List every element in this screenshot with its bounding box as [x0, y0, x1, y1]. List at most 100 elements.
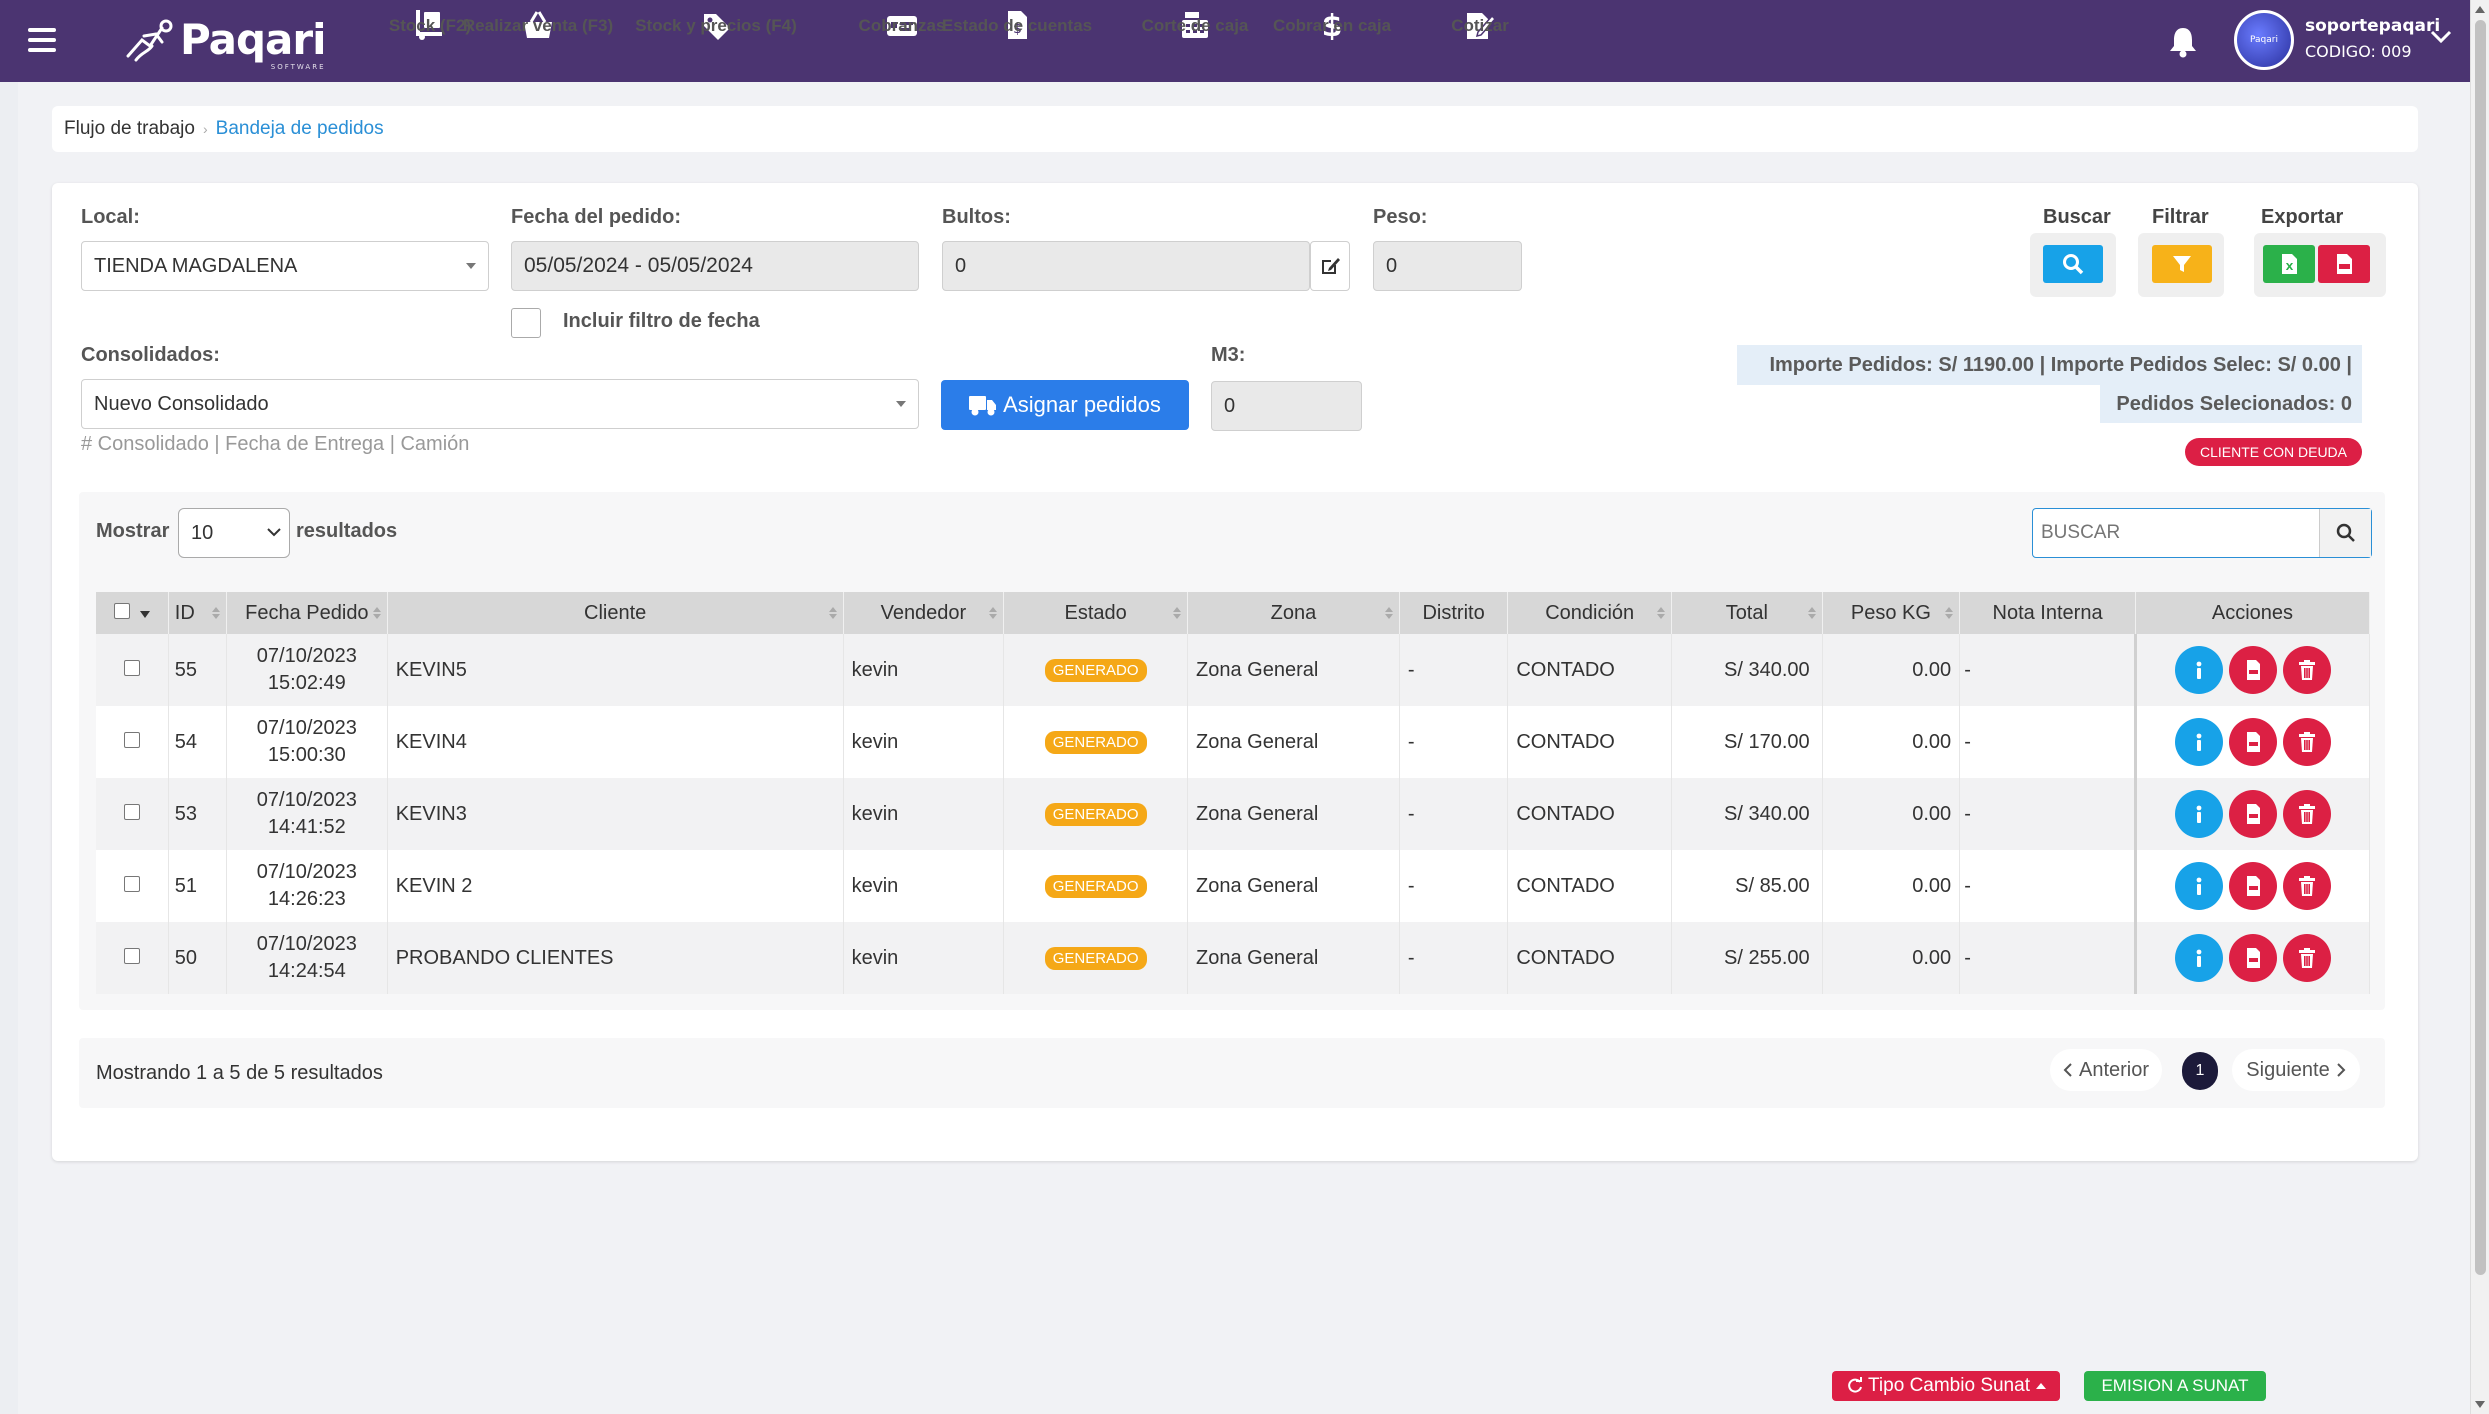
- table-row[interactable]: 51 07/10/2023 14:26:23 KEVIN 2 kevin GENERADO…: [96, 850, 2371, 922]
- nav-estado-cuentas[interactable]: $ Estado de cuentas: [942, 10, 1092, 72]
- pdf-button[interactable]: [2228, 790, 2277, 838]
- pdf-button[interactable]: [2228, 646, 2277, 694]
- brand-logo[interactable]: Paqari SOFTWARE: [122, 12, 327, 71]
- nav-corte-caja[interactable]: Corte de caja: [1142, 10, 1248, 72]
- cell-vendedor: kevin: [843, 634, 1005, 706]
- header-nota[interactable]: Nota Interna: [1959, 592, 2136, 634]
- local-select[interactable]: TIENDA MAGDALENA: [81, 241, 489, 291]
- pdf-icon: [2246, 660, 2260, 680]
- nav-stock-precios[interactable]: Stock y precios (F4): [635, 10, 797, 72]
- chevron-down-icon: [267, 528, 281, 537]
- nav-cobranzas[interactable]: Cobranzas: [859, 10, 945, 72]
- header-vendedor[interactable]: Vendedor: [843, 592, 1005, 634]
- header-distrito[interactable]: Distrito: [1399, 592, 1509, 634]
- m3-input[interactable]: 0: [1211, 381, 1362, 431]
- delete-button[interactable]: [2282, 934, 2331, 982]
- buscar-button[interactable]: [2043, 245, 2103, 283]
- caret-down-icon[interactable]: [139, 610, 150, 619]
- consolidados-select[interactable]: Nuevo Consolidado: [81, 379, 919, 429]
- row-checkbox[interactable]: [123, 659, 140, 676]
- bultos-input[interactable]: 0: [942, 241, 1310, 291]
- chevron-down-icon[interactable]: [2430, 30, 2452, 44]
- incluir-fecha-checkbox[interactable]: [511, 308, 541, 338]
- bell-icon[interactable]: [2168, 26, 2198, 58]
- row-checkbox[interactable]: [123, 803, 140, 820]
- page-1-button[interactable]: 1: [2182, 1052, 2218, 1090]
- header-condicion[interactable]: Condición: [1507, 592, 1672, 634]
- edit-doc-icon: [1467, 13, 1496, 39]
- info-button[interactable]: [2174, 790, 2223, 838]
- search-input[interactable]: [2033, 509, 2318, 557]
- table-row[interactable]: 50 07/10/2023 14:24:54 PROBANDO CLIENTES kev…: [96, 922, 2371, 994]
- pdf-button[interactable]: [2228, 934, 2277, 982]
- tipo-cambio-sunat-button[interactable]: Tipo Cambio Sunat: [1832, 1371, 2060, 1401]
- nav-realizar-venta[interactable]: Realizar venta (F3): [463, 10, 613, 72]
- next-page-button[interactable]: Siguiente: [2232, 1049, 2360, 1091]
- header-fecha[interactable]: Fecha Pedido: [226, 592, 388, 634]
- vertical-scrollbar[interactable]: [2470, 0, 2489, 1414]
- select-all-checkbox[interactable]: [114, 602, 131, 619]
- scroll-down-icon[interactable]: [2475, 1401, 2485, 1408]
- row-checkbox[interactable]: [123, 875, 140, 892]
- scroll-up-icon[interactable]: [2475, 6, 2485, 13]
- header-id[interactable]: ID: [168, 592, 228, 634]
- emision-sunat-button[interactable]: EMISION A SUNAT: [2084, 1371, 2266, 1401]
- info-button[interactable]: [2174, 718, 2223, 766]
- table-row[interactable]: 55 07/10/2023 15:02:49 KEVIN5 kevin GENERADO Z…: [96, 634, 2371, 706]
- info-button[interactable]: [2174, 862, 2223, 910]
- user-name[interactable]: soportepaqari: [2305, 16, 2441, 36]
- table-row[interactable]: 53 07/10/2023 14:41:52 KEVIN3 kevin GENERADO Z…: [96, 778, 2371, 850]
- paqari-logo-icon: [126, 19, 173, 62]
- filtrar-button[interactable]: [2152, 245, 2212, 283]
- info-button[interactable]: [2174, 934, 2223, 982]
- nav-cobrar-caja[interactable]: $ Cobrar en caja: [1273, 10, 1391, 72]
- row-checkbox-cell[interactable]: [96, 850, 169, 922]
- row-checkbox-cell[interactable]: [96, 706, 169, 778]
- row-checkbox[interactable]: [123, 731, 140, 748]
- cell-peso: 0.00: [1822, 850, 1961, 922]
- header-cliente[interactable]: Cliente: [387, 592, 844, 634]
- pdf-button[interactable]: [2228, 862, 2277, 910]
- asignar-pedidos-button[interactable]: Asignar pedidos: [941, 380, 1189, 430]
- info-button[interactable]: [2174, 646, 2223, 694]
- row-checkbox-cell[interactable]: [96, 922, 169, 994]
- cell-acciones: [2135, 778, 2371, 850]
- scroll-thumb[interactable]: [2475, 20, 2486, 1275]
- row-checkbox-cell[interactable]: [96, 634, 169, 706]
- breadcrumb-bandeja[interactable]: Bandeja de pedidos: [215, 118, 384, 139]
- export-pdf-button[interactable]: [2318, 245, 2370, 283]
- delete-button[interactable]: [2282, 718, 2331, 766]
- table-header-row: ID Fecha Pedido Cliente Vendedor Estado …: [96, 592, 2371, 634]
- consolidados-label: Consolidados:: [81, 344, 220, 366]
- cell-id: 51: [168, 850, 228, 922]
- row-checkbox-cell[interactable]: [96, 778, 169, 850]
- breadcrumb-flujo[interactable]: Flujo de trabajo: [64, 118, 195, 139]
- prev-page-button[interactable]: Anterior: [2050, 1049, 2162, 1091]
- header-zona[interactable]: Zona: [1187, 592, 1400, 634]
- bultos-edit-button[interactable]: [1310, 241, 1350, 291]
- header-total[interactable]: Total: [1671, 592, 1823, 634]
- header-select-all[interactable]: [96, 592, 169, 634]
- avatar[interactable]: Paqari: [2234, 10, 2294, 70]
- cell-acciones: [2135, 922, 2371, 994]
- delete-button[interactable]: [2282, 646, 2331, 694]
- table-row[interactable]: 54 07/10/2023 15:00:30 KEVIN4 kevin GENERADO Z…: [96, 706, 2371, 778]
- header-peso[interactable]: Peso KG: [1822, 592, 1961, 634]
- peso-input[interactable]: 0: [1373, 241, 1522, 291]
- export-excel-button[interactable]: X: [2263, 245, 2315, 283]
- menu-icon[interactable]: [28, 28, 56, 52]
- nav-stock[interactable]: Stock (F2): [389, 10, 471, 72]
- pdf-button[interactable]: [2228, 718, 2277, 766]
- delete-button[interactable]: [2282, 862, 2331, 910]
- nav-cotizar[interactable]: Cotizar: [1451, 10, 1509, 72]
- search-button[interactable]: [2319, 509, 2371, 557]
- fecha-label: Fecha del pedido:: [511, 206, 682, 228]
- delete-button[interactable]: [2282, 790, 2331, 838]
- page-size-select[interactable]: 10: [178, 508, 290, 558]
- cell-acciones: [2135, 706, 2371, 778]
- fecha-range-input[interactable]: 05/05/2024 - 05/05/2024: [511, 241, 919, 291]
- row-checkbox[interactable]: [123, 947, 140, 964]
- file-dollar-icon: $: [1008, 11, 1027, 39]
- pdf-icon: [2246, 804, 2260, 824]
- header-estado[interactable]: Estado: [1003, 592, 1188, 634]
